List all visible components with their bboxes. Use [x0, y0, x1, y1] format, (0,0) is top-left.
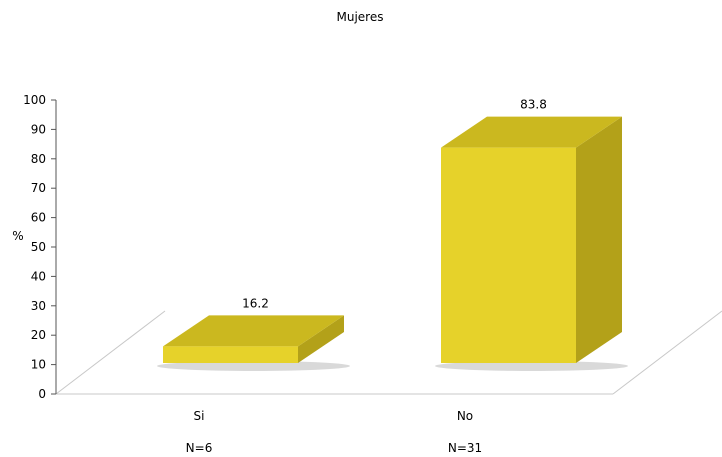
x-tick-label: Si — [194, 409, 205, 423]
y-tick-label: 90 — [31, 122, 46, 136]
bar-si: 16.2 — [157, 296, 350, 371]
y-tick-label: 60 — [31, 211, 46, 225]
bar-no: 83.8 — [435, 98, 628, 371]
y-tick-label: 30 — [31, 299, 46, 313]
y-tick-label: 20 — [31, 328, 46, 342]
y-tick-label: 70 — [31, 181, 46, 195]
bar-front — [441, 147, 576, 363]
x-sublabel: N=6 — [186, 441, 213, 455]
y-axis-label: % — [12, 229, 23, 243]
y-tick-label: 10 — [31, 358, 46, 372]
x-sublabel: N=31 — [448, 441, 482, 455]
bar-side — [298, 315, 344, 363]
bars: 16.2 83.8 — [157, 98, 628, 371]
floor-right-edge — [612, 310, 722, 395]
y-tick-label: 50 — [31, 240, 46, 254]
chart-title: Mujeres — [337, 10, 384, 24]
y-axis: 0 10 20 30 40 50 60 70 80 90 100 — [23, 93, 57, 401]
x-tick-label: No — [457, 409, 473, 423]
floor-left-edge — [55, 310, 166, 395]
bar-top — [163, 315, 344, 347]
y-tick-label: 80 — [31, 152, 46, 166]
bar-shadow — [435, 361, 628, 371]
y-tick-label: 100 — [23, 93, 46, 107]
x-axis-labels: Si N=6 No N=31 — [186, 409, 482, 455]
data-label: 83.8 — [520, 98, 547, 112]
bar-shadow — [157, 361, 350, 371]
data-label: 16.2 — [242, 296, 269, 310]
y-tick-label: 40 — [31, 269, 46, 283]
bar-front — [163, 346, 298, 363]
bar-top — [441, 116, 622, 148]
y-tick-label: 0 — [38, 387, 46, 401]
chart-floor — [55, 310, 722, 395]
bar-side — [576, 116, 622, 364]
